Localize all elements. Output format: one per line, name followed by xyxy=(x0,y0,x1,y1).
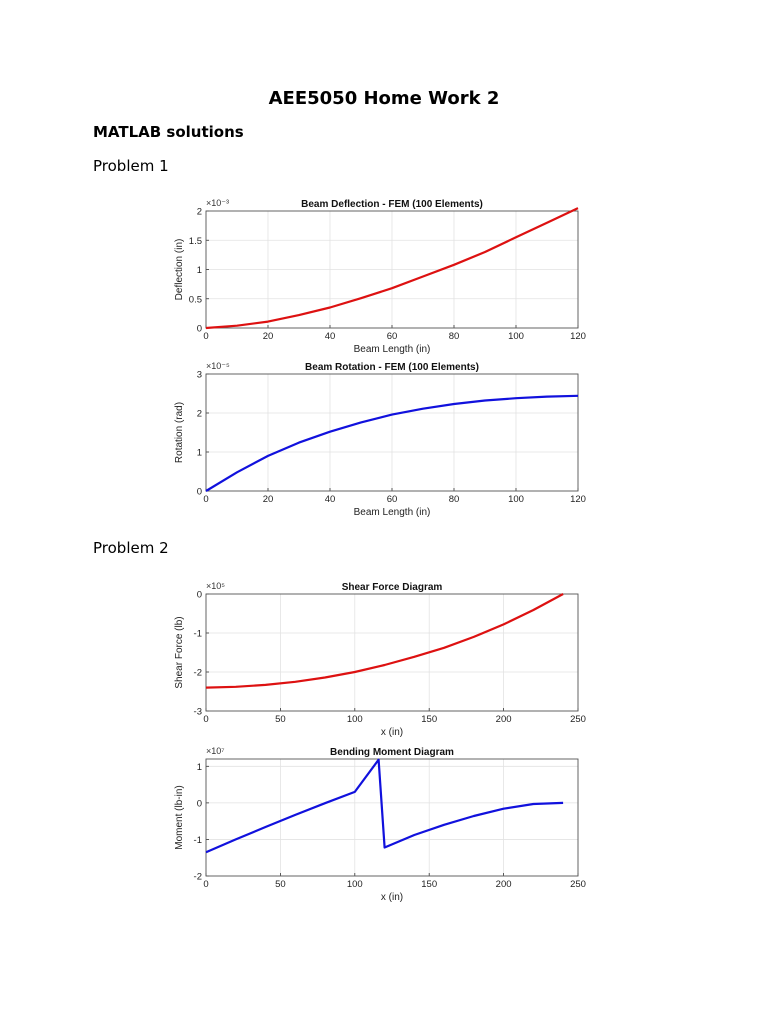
section-problem-1: Problem 1 xyxy=(93,157,169,175)
y-tick-label: 2 xyxy=(197,409,202,420)
chart-title: Beam Deflection - FEM (100 Elements) xyxy=(301,199,483,210)
beam-rotation-chart: 0 20 40 60 80 100 120 0 1 2 3 Beam Rotation - FEM (… xyxy=(170,358,600,523)
axes-box xyxy=(205,758,579,877)
y-axis-label: Deflection (in) xyxy=(174,239,185,301)
x-tick-label: 100 xyxy=(347,879,363,890)
x-tick-label: 200 xyxy=(496,714,512,725)
x-tick-label: 150 xyxy=(421,714,437,725)
beam-deflection-chart: 0 20 40 60 80 100 120 0 0.5 1 1.5 2 Beam Deflection … xyxy=(170,195,600,360)
x-tick-label: 50 xyxy=(275,714,286,725)
x-axis-label: x (in) xyxy=(381,727,403,738)
x-tick-label: 0 xyxy=(203,879,208,890)
y-tick-label: -1 xyxy=(194,835,202,846)
series-line xyxy=(205,758,564,854)
y-tick-label: 1 xyxy=(197,265,202,276)
y-axis-label: Shear Force (lb) xyxy=(174,616,185,688)
y-tick-label: 0 xyxy=(197,324,202,335)
y-axis-label: Rotation (rad) xyxy=(174,402,185,463)
axes-box xyxy=(205,210,579,329)
y-tick-label: -2 xyxy=(194,872,202,883)
series-line xyxy=(205,394,579,492)
y-tick-label: -1 xyxy=(194,629,202,640)
y-tick-label: -2 xyxy=(194,668,202,679)
x-axis-label: Beam Length (in) xyxy=(354,507,431,518)
y-tick-label: 3 xyxy=(197,370,202,381)
x-tick-label: 50 xyxy=(275,879,286,890)
x-tick-label: 250 xyxy=(570,879,586,890)
x-tick-label: 0 xyxy=(203,714,208,725)
series-line xyxy=(205,593,564,689)
shear-force-plot: 0 50 100 150 200 250 -3 -2 -1 0 Shear Force Diagra… xyxy=(174,581,586,738)
axes-box xyxy=(205,373,579,492)
bending-moment-chart: 0 50 100 150 200 250 -2 -1 0 1 Bending Moment Diag… xyxy=(170,743,600,908)
chart-title: Shear Force Diagram xyxy=(342,582,443,593)
document-title: AEE5050 Home Work 2 xyxy=(268,88,500,109)
y-tick-label: 0.5 xyxy=(189,294,202,305)
plot-area xyxy=(206,759,578,876)
y-tick-label: 0 xyxy=(197,798,202,809)
y-tick-label: 2 xyxy=(197,207,202,218)
x-tick-label: 200 xyxy=(496,879,512,890)
axis-exponent: ×10⁻⁵ xyxy=(206,361,230,371)
x-axis-label: x (in) xyxy=(381,892,403,903)
x-tick-label: 0 xyxy=(203,494,208,505)
axis-exponent: ×10⁷ xyxy=(206,746,225,756)
axes-box xyxy=(205,593,579,712)
x-axis-label: Beam Length (in) xyxy=(354,344,431,355)
x-tick-label: 250 xyxy=(570,714,586,725)
beam-deflection-plot: 0 20 40 60 80 100 120 0 0.5 1 1.5 2 Beam Deflection … xyxy=(174,198,586,355)
shear-force-chart: 0 50 100 150 200 250 -3 -2 -1 0 Shear Force Diagra… xyxy=(170,578,600,743)
x-tick-label: 20 xyxy=(263,494,274,505)
x-tick-label: 120 xyxy=(570,331,586,342)
x-tick-label: 120 xyxy=(570,494,586,505)
plot-area xyxy=(206,594,578,711)
series-line xyxy=(205,207,579,330)
x-tick-label: 80 xyxy=(449,494,460,505)
beam-rotation-plot: 0 20 40 60 80 100 120 0 1 2 3 Beam Rotation - FEM (… xyxy=(174,361,586,518)
x-tick-label: 20 xyxy=(263,331,274,342)
y-tick-label: -3 xyxy=(194,707,202,718)
y-tick-label: 1.5 xyxy=(189,236,202,247)
x-tick-label: 150 xyxy=(421,879,437,890)
x-tick-label: 100 xyxy=(347,714,363,725)
chart-title: Bending Moment Diagram xyxy=(330,747,454,758)
section-problem-2: Problem 2 xyxy=(93,539,169,557)
axis-exponent: ×10⁵ xyxy=(206,581,225,591)
x-tick-label: 100 xyxy=(508,494,524,505)
y-tick-label: 1 xyxy=(197,448,202,459)
y-tick-label: 0 xyxy=(197,487,202,498)
chart-title: Beam Rotation - FEM (100 Elements) xyxy=(305,362,479,373)
x-tick-label: 80 xyxy=(449,331,460,342)
x-tick-label: 40 xyxy=(325,494,336,505)
y-axis-label: Moment (lb-in) xyxy=(174,785,185,849)
bending-moment-plot: 0 50 100 150 200 250 -2 -1 0 1 Bending Moment Diag… xyxy=(174,746,586,903)
y-tick-label: 1 xyxy=(197,762,202,773)
document-subtitle: MATLAB solutions xyxy=(93,123,244,141)
x-tick-label: 60 xyxy=(387,331,398,342)
x-tick-label: 40 xyxy=(325,331,336,342)
x-tick-label: 0 xyxy=(203,331,208,342)
axis-exponent: ×10⁻³ xyxy=(206,198,229,208)
x-tick-label: 100 xyxy=(508,331,524,342)
y-tick-label: 0 xyxy=(197,590,202,601)
x-tick-label: 60 xyxy=(387,494,398,505)
